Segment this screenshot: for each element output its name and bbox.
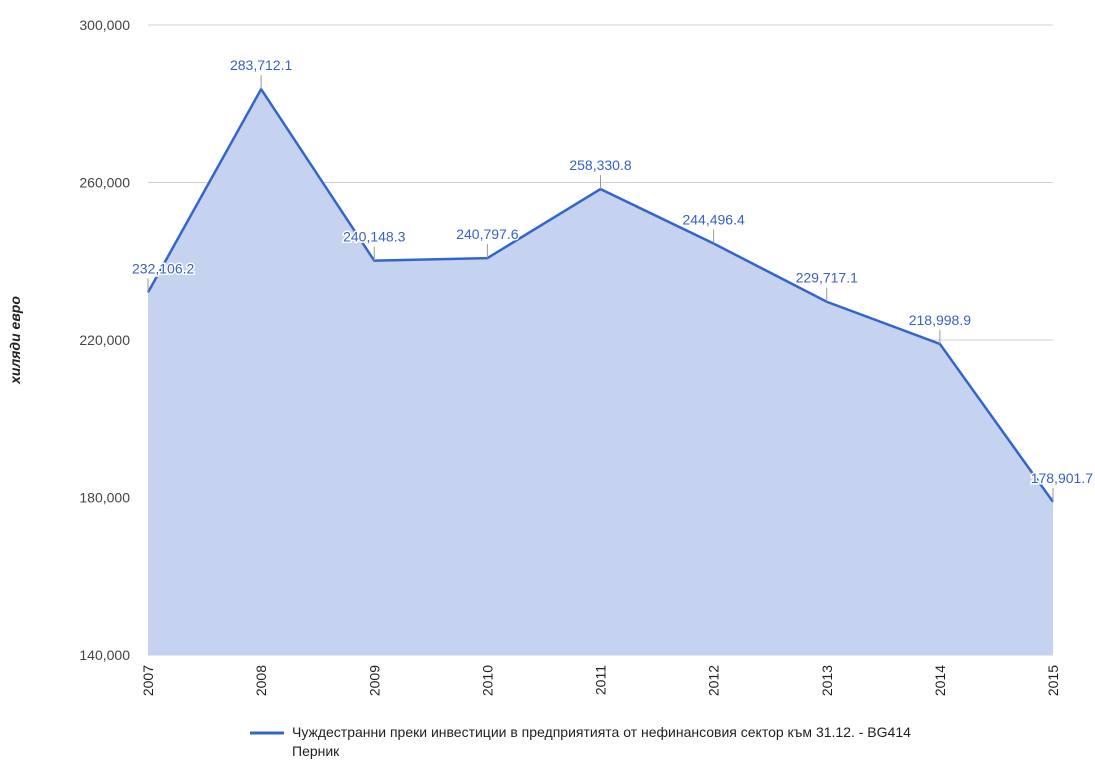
x-tick-label: 2009 [366, 665, 382, 696]
data-label: 244,496.4 [682, 212, 744, 228]
area [148, 89, 1053, 655]
data-label: 240,148.3 [343, 229, 405, 245]
x-tick-label: 2010 [479, 665, 495, 696]
y-tick-label: 220,000 [79, 332, 130, 348]
y-axis-label: хиляди евро [7, 296, 23, 385]
x-tick-label: 2015 [1045, 665, 1061, 696]
data-label: 218,998.9 [909, 312, 971, 328]
x-tick-label: 2013 [819, 665, 835, 696]
data-label: 232,106.2 [132, 260, 194, 276]
data-label: 283,712.1 [230, 57, 292, 73]
x-tick-label: 2011 [593, 665, 609, 695]
y-tick-label: 180,000 [79, 490, 130, 506]
x-tick-label: 2008 [253, 665, 269, 696]
legend-label: Чуждестранни преки инвестиции в предприя… [292, 724, 911, 759]
y-tick-label: 260,000 [79, 175, 130, 191]
data-label: 178,901.7 [1031, 470, 1093, 486]
data-label: 240,797.6 [456, 226, 518, 242]
data-label: 258,330.8 [569, 157, 631, 173]
data-label: 229,717.1 [796, 270, 858, 286]
y-tick-label: 140,000 [79, 647, 130, 663]
x-tick-label: 2014 [932, 665, 948, 696]
x-tick-label: 2012 [706, 665, 722, 696]
y-tick-label: 300,000 [79, 17, 130, 33]
x-tick-label: 2007 [140, 665, 156, 696]
